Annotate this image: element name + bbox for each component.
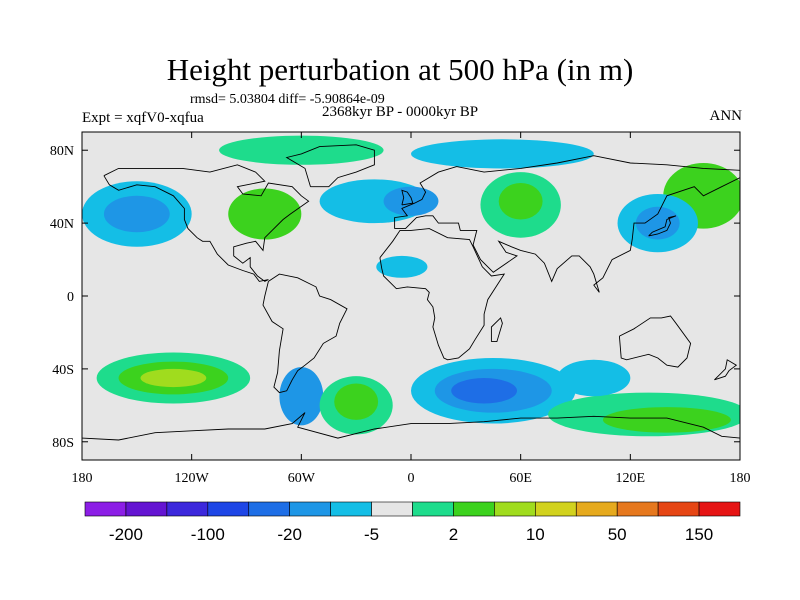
field-regions [82, 135, 740, 437]
coastline-eurasia [394, 155, 740, 293]
coastline-japan [648, 215, 677, 237]
coastlines [82, 144, 740, 441]
x-tick-label-4: 60E [509, 471, 532, 486]
coastline-greenland [285, 144, 375, 188]
x-tick-label-6: 180 [730, 471, 751, 486]
x-tick-label-2: 60W [288, 471, 316, 486]
field-region-12 [103, 195, 170, 233]
colorbar-label-0: -200 [109, 525, 143, 544]
period-label: 2368kyr BP - 0000kyr BP [322, 104, 479, 120]
y-axis-ticks: 80N 40N 0 40S 80S [50, 144, 740, 451]
coastline-north-america [103, 164, 310, 282]
colorbar-box-10 [494, 501, 536, 517]
colorbar-label-1: -100 [191, 525, 225, 544]
colorbar-box-9 [453, 501, 495, 517]
chart-title: Height perturbation at 500 hPa (in m) [166, 52, 634, 87]
y-tick-label-1: 40N [50, 217, 74, 232]
colorbar-box-6 [330, 501, 372, 517]
field-region-2 [140, 368, 207, 388]
colorbar-box-12 [575, 501, 618, 517]
field-region-20 [635, 206, 680, 240]
field-region-21 [219, 135, 384, 165]
colorbar-box-0 [84, 501, 127, 517]
coastline-south-america [262, 273, 348, 394]
field-region-15 [383, 186, 439, 216]
colorbar-box-7 [371, 501, 413, 517]
colorbar-label-5: 10 [526, 525, 545, 544]
x-tick-label-3: 0 [408, 471, 415, 486]
colorbar-box-2 [166, 501, 209, 517]
field-region-24 [376, 255, 428, 278]
coastline-madagascar [490, 317, 503, 343]
colorbar-box-5 [289, 501, 331, 517]
y-tick-label-4: 80S [52, 436, 74, 451]
colorbar-box-11 [535, 501, 577, 517]
colorbar-label-7: 150 [685, 525, 713, 544]
x-tick-label-1: 120W [175, 471, 210, 486]
rmsd-diff-stats: rmsd= 5.03804 diff= -5.90864e-09 [190, 92, 385, 107]
field-region-3 [279, 367, 324, 426]
y-tick-label-2: 0 [67, 290, 74, 305]
season-label: ANN [709, 108, 743, 124]
x-tick-label-5: 120E [616, 471, 646, 486]
colorbar-box-14 [657, 501, 700, 517]
field-region-13 [228, 188, 302, 240]
colorbar-label-2: -20 [277, 525, 302, 544]
coastline-new-zealand [714, 359, 738, 381]
field-region-5 [334, 383, 379, 420]
field-region-23 [557, 359, 631, 397]
coastline-uk [401, 189, 414, 206]
colorbar-box-13 [616, 501, 659, 517]
coastline-australia [618, 315, 692, 368]
colorbar-box-3 [207, 501, 250, 517]
field-region-8 [451, 378, 518, 404]
experiment-label: Expt = xqfV0-xqfua [82, 110, 204, 126]
coastline-antarctica [82, 412, 740, 441]
x-tick-label-0: 180 [72, 471, 93, 486]
colorbar-box-4 [248, 501, 290, 517]
colorbar: -200 -100 -20 -5 2 10 50 150 [84, 501, 741, 544]
field-region-22 [411, 139, 594, 169]
field-region-10 [602, 407, 731, 433]
colorbar-label-4: 2 [449, 525, 458, 544]
colorbar-label-6: 50 [608, 525, 627, 544]
colorbar-label-3: -5 [364, 525, 379, 544]
y-tick-label-3: 40S [52, 363, 74, 378]
field-region-17 [498, 183, 543, 220]
x-axis-ticks: 180 120W 60W 0 60E 120E 180 [72, 132, 751, 486]
coastline-africa [379, 228, 506, 361]
colorbar-box-15 [698, 501, 741, 517]
y-tick-label-0: 80N [50, 144, 74, 159]
colorbar-box-8 [412, 501, 454, 517]
colorbar-box-1 [125, 501, 168, 517]
